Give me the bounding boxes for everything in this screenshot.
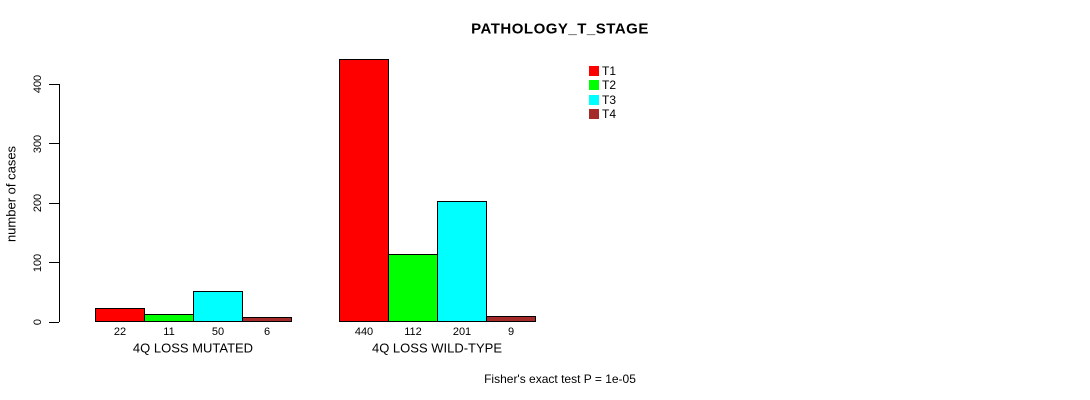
- bar-value-label: 11: [163, 326, 175, 338]
- y-axis-label: number of cases: [3, 145, 19, 243]
- bar-t1-1: [95, 308, 145, 322]
- legend-label-t3: T3: [602, 92, 617, 107]
- bar-value-label: 6: [263, 326, 271, 338]
- legend-swatch-t4: [589, 109, 599, 120]
- y-axis-tick: [49, 83, 59, 85]
- legend-swatch-t2: [589, 80, 599, 91]
- legend-label-t1: T1: [602, 64, 617, 78]
- bar-value-label: 201: [452, 326, 472, 338]
- y-axis-line: [59, 84, 60, 322]
- legend-label-t4: T4: [602, 107, 617, 122]
- bar-value-label: 50: [211, 326, 225, 338]
- legend-swatch-t3: [589, 94, 599, 105]
- y-axis-tick: [49, 321, 59, 323]
- y-axis-tick: [49, 143, 59, 144]
- legend-label-t2: T2: [602, 78, 617, 93]
- bar-value-label: 112: [404, 326, 422, 338]
- bar-t2-2: [388, 254, 438, 322]
- bar-value-label: 22: [113, 326, 127, 338]
- y-axis-tick: [49, 202, 59, 204]
- bar-t3-2: [437, 201, 487, 322]
- y-axis-tick: [49, 262, 59, 263]
- legend-swatch-t1: [589, 66, 599, 76]
- bar-t3-1: [193, 291, 243, 322]
- bar-t2-1: [144, 314, 194, 322]
- y-axis-tick-label: 200: [32, 193, 44, 213]
- bar-t4-1: [242, 317, 292, 322]
- y-axis-tick-label: 100: [32, 253, 44, 272]
- statistical-test-annotation: Fisher's exact test P = 1e-05: [484, 372, 636, 386]
- chart-title: PATHOLOGY_T_STAGE: [471, 20, 649, 38]
- group-label: 4Q LOSS WILD-TYPE: [371, 340, 503, 356]
- bar-t4-2: [486, 316, 536, 322]
- bar-value-label: 9: [507, 326, 515, 338]
- y-axis-tick-label: 300: [32, 134, 44, 153]
- group-label: 4Q LOSS MUTATED: [132, 340, 254, 356]
- bar-value-label: 440: [354, 326, 374, 338]
- y-axis-tick-label: 400: [32, 74, 44, 94]
- y-axis-tick-label: 0: [32, 318, 44, 326]
- bar-t1-2: [339, 59, 389, 322]
